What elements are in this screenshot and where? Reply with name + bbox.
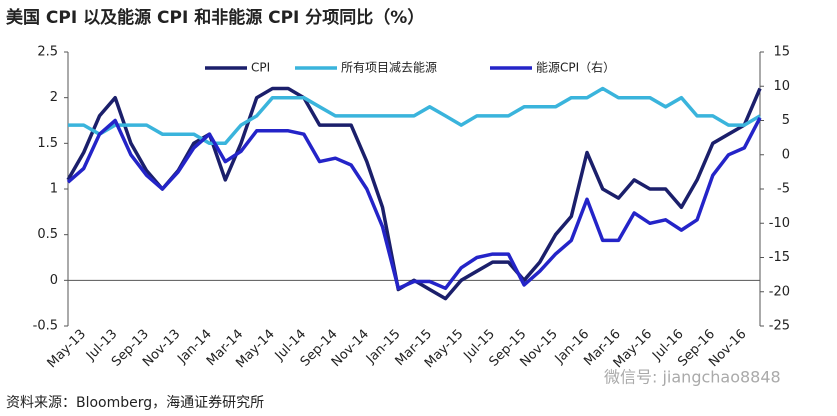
legend-label: 所有项目减去能源: [341, 61, 437, 75]
legend-label: 能源CPI（右）: [536, 60, 615, 75]
y2-tick-label: 0: [782, 147, 790, 162]
y-tick-label: 0.5: [37, 227, 58, 242]
series-line: [68, 86, 761, 146]
source: 资料来源：Bloomberg，海通证券研究所: [6, 395, 264, 411]
y-tick-label: 0: [50, 273, 58, 288]
chart-title: 美国 CPI 以及能源 CPI 和非能源 CPI 分项同比（%）: [6, 7, 424, 28]
y-tick-label: 2: [50, 90, 58, 105]
legend-label: CPI: [251, 61, 270, 75]
watermark: 微信号: jiangchao8848: [604, 368, 781, 387]
y2-tick-label: -10: [769, 216, 790, 231]
y2-tick-label: 10: [773, 79, 790, 94]
y-tick-label: -0.5: [33, 319, 58, 334]
y2-tick-label: -15: [769, 250, 790, 265]
y2-tick-label: -20: [769, 284, 790, 299]
y2-tick-label: 5: [782, 113, 790, 128]
y-tick-label: 1.5: [37, 136, 58, 151]
y-tick-label: 1: [50, 182, 58, 197]
y-tick-label: 2.5: [37, 45, 58, 60]
y2-tick-label: -25: [769, 319, 790, 334]
y2-tick-label: -5: [777, 182, 790, 197]
series-line: [66, 86, 762, 301]
series-line: [66, 116, 762, 291]
y2-tick-label: 15: [773, 45, 790, 60]
